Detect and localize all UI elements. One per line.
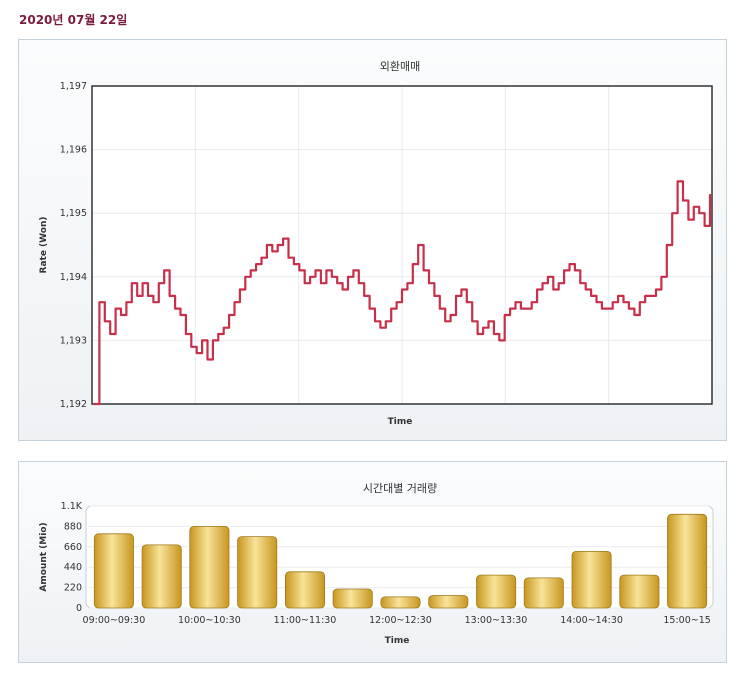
line-y-tick-label: 1,192	[60, 399, 87, 410]
line-y-tick-label: 1,193	[60, 335, 87, 346]
rate-line-chart: 외환매매 1,192 1,193 1,194 1,195 1,196 1,197 Rate…	[39, 60, 713, 427]
line-chart-title: 외환매매	[380, 60, 420, 73]
bar-y-tick-label: 0	[76, 603, 82, 614]
volume-bar	[476, 574, 517, 609]
line-y-ticks: 1,192 1,193 1,194 1,195 1,196 1,197	[60, 81, 87, 410]
rate-series-line	[94, 180, 712, 406]
line-y-tick-label: 1,195	[60, 208, 87, 219]
bar-x-tick-label: 10:00~10:30	[178, 615, 241, 626]
bar-y-axis-title: Amount (Mio)	[39, 522, 49, 591]
bar-x-ticks: 09:00~09:30 10:00~10:30 11:00~11:30 12:00~1…	[83, 615, 711, 626]
volume-bar	[332, 588, 373, 609]
volume-bar	[237, 536, 278, 609]
bar-x-tick-label: 13:00~13:30	[465, 615, 528, 626]
bar-x-tick-label: 11:00~11:30	[274, 615, 337, 626]
volume-bar	[284, 571, 325, 609]
volume-chart-panel: 시간대별 거래량 0 220 440 660 880 1.1K 09:00~09:30 10…	[18, 461, 727, 663]
volume-bar	[523, 577, 564, 609]
volume-bar	[667, 513, 708, 609]
line-y-axis-title: Rate (Won)	[39, 217, 49, 274]
volume-bar	[141, 544, 182, 609]
volume-bar-chart: 시간대별 거래량 0 220 440 660 880 1.1K 09:00~09:30 10…	[39, 482, 714, 646]
volume-bar	[380, 596, 421, 609]
date-header: 2020년 07월 22일	[19, 13, 128, 27]
volume-bar	[571, 551, 612, 609]
bar-x-tick-label: 09:00~09:30	[83, 615, 146, 626]
bar-x-tick-label: 15:00~15	[663, 615, 710, 626]
bar-y-ticks: 0 220 440 660 880 1.1K	[61, 501, 83, 614]
bar-x-tick-label: 14:00~14:30	[560, 615, 623, 626]
line-y-tick-label: 1,197	[60, 81, 87, 92]
line-y-tick-label: 1,194	[60, 272, 87, 283]
volume-bar	[189, 526, 230, 609]
volume-bar	[428, 595, 469, 609]
rate-chart-panel: 외환매매 1,192 1,193 1,194 1,195 1,196 1,197 Rate…	[18, 39, 727, 441]
volume-bar	[619, 574, 660, 609]
line-plot-frame	[91, 85, 713, 405]
bar-y-tick-label: 1.1K	[61, 501, 83, 512]
volume-bars	[93, 513, 708, 609]
bar-y-tick-label: 220	[64, 583, 82, 594]
bar-x-tick-label: 12:00~12:30	[369, 615, 432, 626]
bar-y-tick-label: 440	[64, 562, 82, 573]
line-y-tick-label: 1,196	[60, 145, 87, 156]
line-chart-grid	[92, 85, 712, 405]
bar-y-tick-label: 880	[64, 521, 82, 532]
line-x-axis-title: Time	[388, 417, 413, 427]
bar-chart-title: 시간대별 거래량	[363, 482, 437, 495]
bar-y-tick-label: 660	[64, 542, 82, 553]
volume-bar	[93, 533, 134, 609]
bar-x-axis-title: Time	[385, 636, 410, 646]
